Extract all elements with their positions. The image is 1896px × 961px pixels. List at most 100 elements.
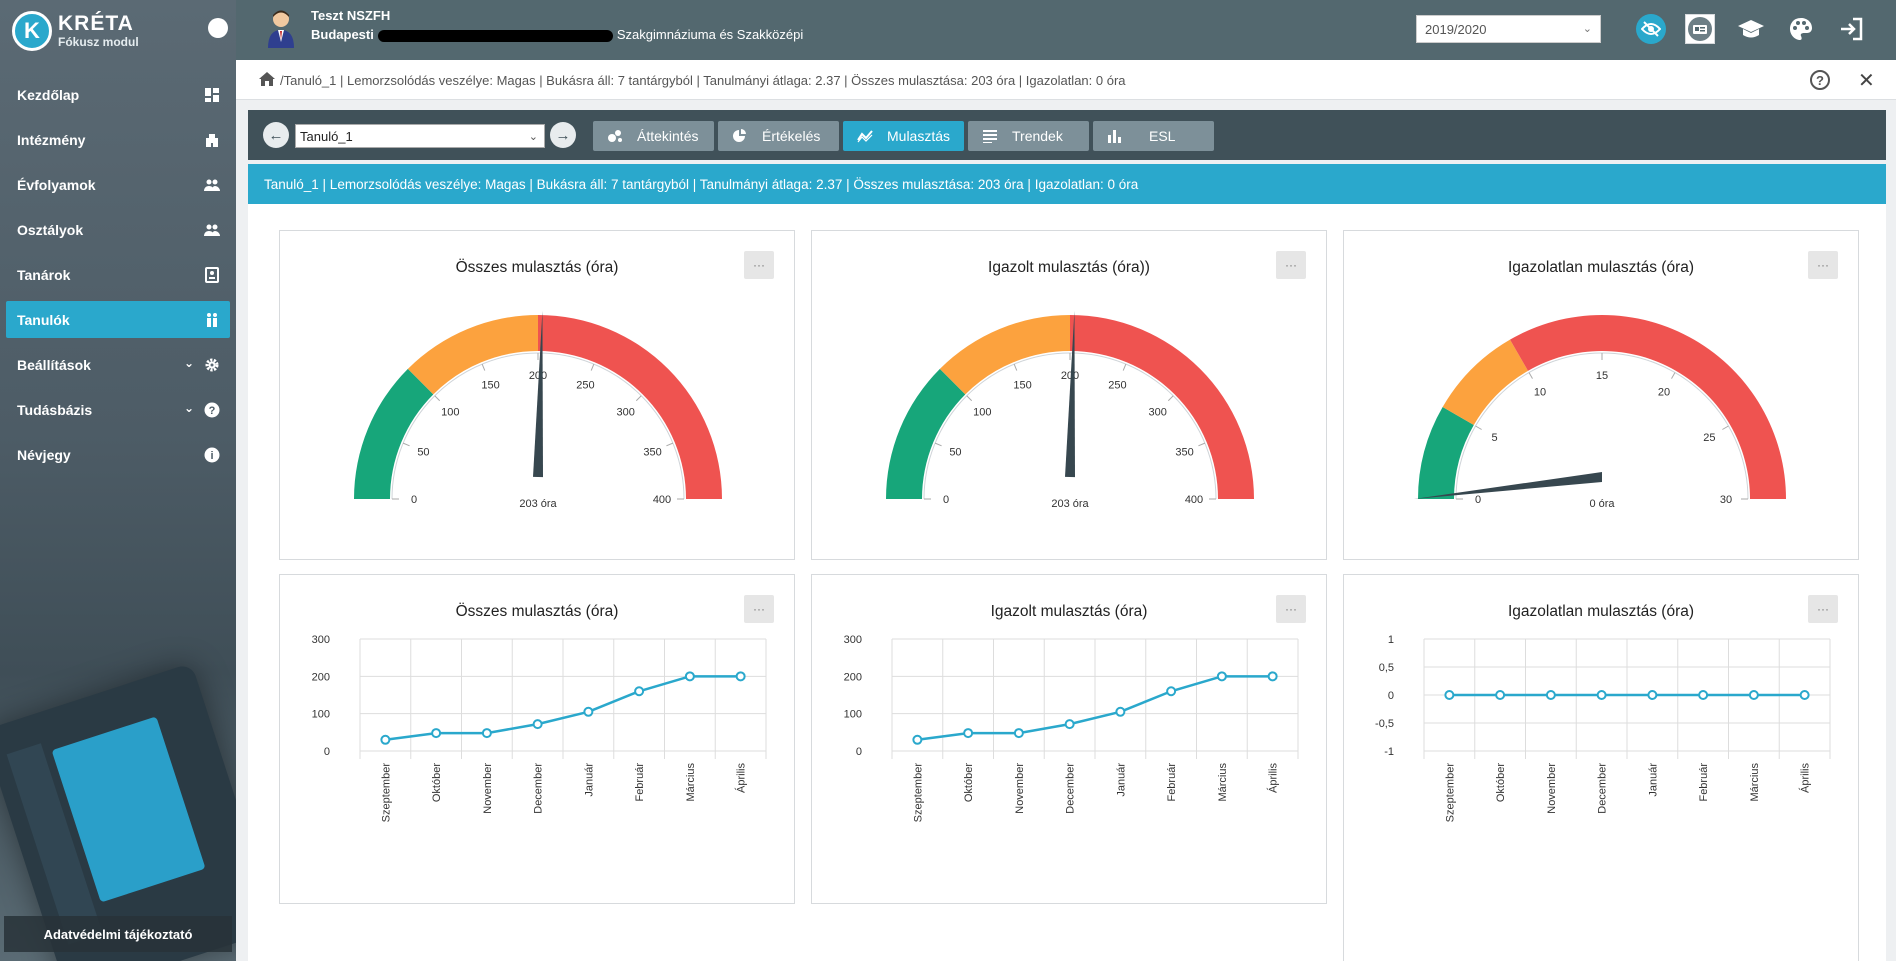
home-icon[interactable] (258, 71, 276, 87)
student-select-value: Tanuló_1 (300, 129, 353, 144)
x-tick-label: Február (634, 763, 646, 802)
gauge-tick-label: 100 (973, 406, 991, 418)
student-select[interactable]: Tanuló_1 ⌄ (295, 124, 545, 148)
data-point (684, 671, 695, 682)
series-line (385, 675, 741, 742)
pie-icon (733, 129, 746, 142)
tab-esl[interactable]: ESL (1093, 121, 1214, 151)
data-point (1647, 690, 1658, 700)
gauge-tick-label: 300 (617, 406, 635, 418)
app-logo[interactable]: K KRÉTA Fókusz modul (12, 8, 139, 54)
x-tick-label: Január (1647, 763, 1659, 797)
y-tick-label: -0,5 (1375, 718, 1394, 730)
avatar[interactable] (266, 8, 296, 48)
more-options-button[interactable]: ··· (1808, 251, 1838, 279)
x-tick-label: Október (431, 763, 443, 802)
sidebar-item-tanulok[interactable]: Tanulók (6, 301, 230, 338)
breadcrumb: /Tanuló_1 | Lemorzsolódás veszélye: Maga… (236, 60, 1896, 100)
hide-eye-icon[interactable] (1636, 14, 1666, 44)
gauge-tick (481, 363, 486, 371)
gauge-card-osszes: Összes mulasztás (óra) ··· 0 50 100 150 200 2… (279, 230, 795, 560)
card-title: Összes mulasztás (óra) (455, 259, 619, 276)
chevron-down-icon: ⌄ (183, 401, 194, 415)
line-card-osszes: Összes mulasztás (óra) ··· 0 100 200 300 Sze… (279, 574, 795, 904)
gauge-tick-label: 350 (643, 447, 661, 459)
app-subtitle: Fókusz modul (58, 35, 139, 49)
school-year-value: 2019/2020 (1425, 22, 1487, 37)
gauge-tick-label: 30 (1720, 494, 1732, 506)
close-icon[interactable]: ✕ (1858, 70, 1875, 92)
data-point (1064, 719, 1075, 730)
logout-icon[interactable] (1836, 14, 1866, 44)
id-card-icon[interactable] (1685, 14, 1715, 44)
sidebar-item-tanarok[interactable]: Tanárok (6, 256, 230, 293)
palette-icon[interactable] (1786, 14, 1816, 44)
tab-label: ESL (1149, 128, 1176, 144)
data-point (1166, 686, 1177, 697)
x-tick-label: Február (1698, 763, 1710, 802)
next-student-button[interactable]: → (550, 122, 576, 148)
sidebar-item-tudasbazis[interactable]: Tudásbázis ⌄ ? (6, 391, 230, 428)
privacy-notice-button[interactable]: Adatvédelmi tájékoztató (4, 916, 232, 952)
gauge-tick (1671, 372, 1676, 379)
more-options-button[interactable]: ··· (744, 595, 774, 623)
gauge-tick-label: 15 (1596, 370, 1608, 382)
tab-trendek[interactable]: Trendek (968, 121, 1089, 151)
card-title: Igazolt mulasztás (óra)) (988, 259, 1150, 276)
gauge-tick-label: 400 (1185, 494, 1203, 506)
gauge-tick-label: 400 (653, 494, 671, 506)
tab-mulasztas[interactable]: Mulasztás (843, 121, 964, 151)
sidebar-item-osztalyok[interactable]: Osztályok (6, 211, 230, 248)
top-header: Teszt NSZFH Budapesti Szakgimnáziuma és S… (236, 0, 1896, 60)
gauge-card-igazolatlan: Igazolatlan mulasztás (óra) ··· 0 5 10 15 20… (1343, 230, 1859, 560)
gauge-tick-label: 250 (1108, 379, 1126, 391)
gauge-tick-label: 0 (411, 494, 417, 506)
data-point (1698, 690, 1709, 700)
more-options-button[interactable]: ··· (744, 251, 774, 279)
sidebar-toggle[interactable] (208, 18, 228, 38)
sidebar-item-nevjegy[interactable]: Névjegy i (6, 436, 230, 473)
sidebar-item-label: Tanárok (17, 266, 71, 283)
line-card-igazolt: Igazolt mulasztás (óra) ··· 0 100 200 300 Sz… (811, 574, 1327, 904)
data-point (380, 734, 391, 745)
data-point (1444, 690, 1455, 700)
gauge-band-orange (1442, 339, 1528, 425)
sidebar-item-label: Tanulók (17, 311, 70, 328)
more-options-button[interactable]: ··· (1808, 595, 1838, 623)
x-tick-label: Október (1495, 763, 1507, 802)
card-title: Igazolatlan mulasztás (óra) (1507, 259, 1695, 276)
sidebar-item-label: Tudásbázis (17, 401, 93, 418)
tab-ertekeles[interactable]: Értékelés (718, 121, 839, 151)
previous-student-button[interactable]: ← (263, 122, 289, 148)
gauge-tick-label: 200 (1061, 370, 1079, 382)
sidebar-item-intezmeny[interactable]: Intézmény (6, 121, 230, 158)
gauge-band-red (1510, 315, 1786, 499)
sidebar-item-label: Névjegy (17, 446, 71, 463)
more-options-button[interactable]: ··· (1276, 251, 1306, 279)
help-icon[interactable]: ? (1810, 70, 1830, 90)
sidebar: K KRÉTA Fókusz modul Kezdőlap Intézmény … (0, 0, 236, 961)
y-tick-label: 0 (324, 746, 330, 758)
y-tick-label: 0 (1388, 690, 1394, 702)
gauge-band-red (1070, 315, 1254, 499)
sidebar-item-evfolyamok[interactable]: Évfolyamok (6, 166, 230, 203)
sidebar-item-kezdolap[interactable]: Kezdőlap (6, 76, 230, 113)
x-tick-label: Január (1115, 763, 1127, 797)
chevron-down-icon: ⌄ (528, 131, 538, 143)
x-tick-label: Szeptember (380, 763, 392, 823)
data-point (634, 686, 645, 697)
gauge-tick-label: 250 (576, 379, 594, 391)
student-toolbar: ← Tanuló_1 ⌄ → Áttekintés Értékelés Mula… (248, 110, 1886, 160)
user-name: Teszt NSZFH (311, 8, 391, 23)
graduation-cap-icon[interactable] (1736, 14, 1766, 44)
tab-attekintes[interactable]: Áttekintés (593, 121, 714, 151)
gauge-tick-label: 20 (1658, 387, 1670, 399)
sidebar-item-beallitasok[interactable]: Beállítások ⌄ (6, 346, 230, 383)
more-options-button[interactable]: ··· (1276, 595, 1306, 623)
x-tick-label: Április (1267, 763, 1280, 793)
sidebar-item-label: Beállítások (17, 356, 91, 373)
gauge-needle (533, 311, 543, 478)
school-year-select[interactable]: 2019/2020 ⌄ (1416, 15, 1601, 43)
dashboard-icon (205, 88, 219, 102)
data-point (1748, 690, 1759, 700)
